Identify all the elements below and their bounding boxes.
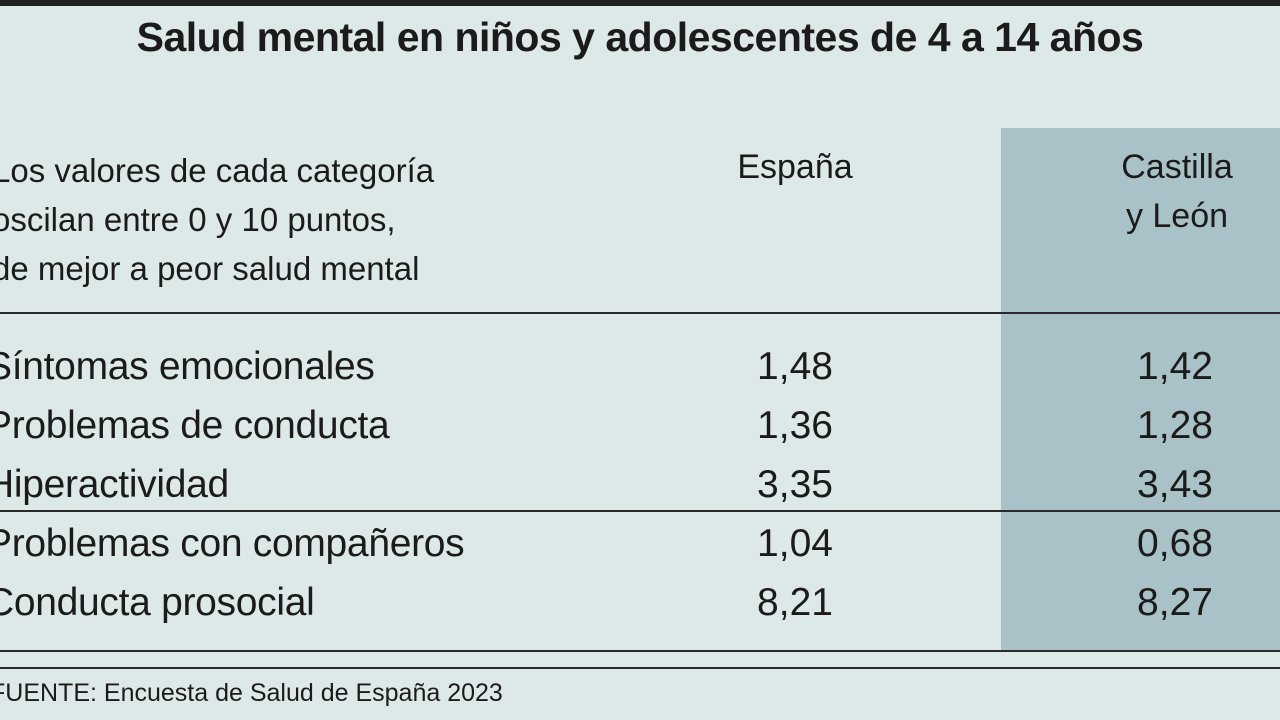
row-category: Problemas de conducta (0, 404, 390, 447)
column-header-espana: España (737, 148, 853, 186)
table-row: Problemas con compañeros 1,04 0,68 (0, 514, 1280, 573)
table-row: Conducta prosocial 8,21 8,27 (0, 573, 1280, 632)
cell-espana: 1,36 (757, 404, 833, 447)
cell-castilla-y-leon: 3,43 (1137, 463, 1213, 506)
intro-line-1: Los valores de cada categoría (0, 152, 435, 189)
cell-espana: 1,48 (757, 345, 833, 388)
cell-espana: 1,04 (757, 522, 833, 565)
column-header-castilla-line-2: y León (1125, 197, 1229, 235)
intro-line-3: de mejor a peor salud mental (0, 250, 420, 287)
table-row: Hiperactividad 3,35 3,43 (0, 455, 1280, 514)
cell-castilla-y-leon: 1,42 (1137, 345, 1213, 388)
column-header-castilla-y-leon: Castilla y León (1077, 143, 1277, 241)
table-row: Síntomas emocionales 1,48 1,42 (0, 337, 1280, 396)
castilla-column-highlight (1001, 128, 1280, 652)
cell-castilla-y-leon: 1,28 (1137, 404, 1213, 447)
source-note: FUENTE: Encuesta de Salud de España 2023 (0, 679, 503, 707)
row-category: Síntomas emocionales (0, 345, 375, 388)
intro-line-2: oscilan entre 0 y 10 puntos, (0, 201, 396, 238)
column-header-castilla-line-1: Castilla (1121, 148, 1233, 186)
cell-espana: 3,35 (757, 463, 833, 506)
source-rule (0, 667, 1280, 669)
cell-espana: 8,21 (757, 581, 833, 624)
header-divider (0, 312, 1280, 314)
row-category: Hiperactividad (0, 463, 229, 506)
row-category: Conducta prosocial (0, 581, 315, 624)
intro-note: Los valores de cada categoría oscilan en… (0, 146, 512, 293)
cell-castilla-y-leon: 0,68 (1137, 522, 1213, 565)
top-bar (0, 0, 1280, 6)
chart-title: Salud mental en niños y adolescentes de … (136, 14, 1144, 60)
table-bottom-rule (0, 650, 1280, 652)
group-divider (0, 510, 1280, 512)
row-category: Problemas con compañeros (0, 522, 465, 565)
table-row: Problemas de conducta 1,36 1,28 (0, 396, 1280, 455)
cell-castilla-y-leon: 8,27 (1137, 581, 1213, 624)
